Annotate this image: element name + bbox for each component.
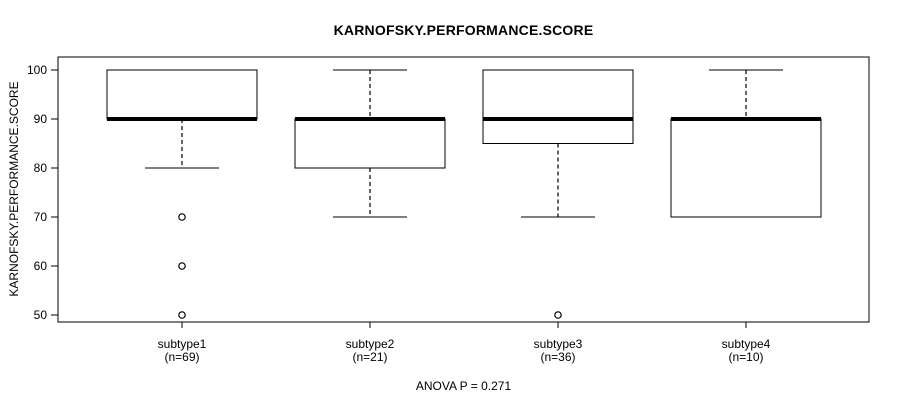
y-tick-label: 80 [34, 161, 48, 175]
chart-title: KARNOFSKY.PERFORMANCE.SCORE [333, 22, 594, 38]
x-category-sublabel: (n=36) [540, 350, 575, 364]
iqr-box [482, 69, 634, 145]
y-tick-label: 50 [34, 308, 48, 322]
x-category-label: subtype4 [722, 337, 771, 351]
iqr-box [106, 69, 258, 120]
y-tick-label: 60 [34, 259, 48, 273]
x-category-label: subtype2 [346, 337, 395, 351]
outlier-point [554, 311, 562, 319]
y-tick-label: 70 [34, 210, 48, 224]
x-category-sublabel: (n=21) [352, 350, 387, 364]
x-category-sublabel: (n=10) [728, 350, 763, 364]
x-category-label: subtype3 [534, 337, 583, 351]
iqr-box [670, 118, 822, 218]
x-category-sublabel: (n=69) [164, 350, 199, 364]
y-tick-label: 100 [27, 63, 47, 77]
outlier-point [178, 311, 186, 319]
y-tick-label: 90 [34, 112, 48, 126]
plot-border [57, 56, 870, 323]
x-category-label: subtype1 [158, 337, 207, 351]
anova-footnote: ANOVA P = 0.271 [415, 379, 512, 393]
outlier-point [178, 262, 186, 270]
outlier-point [178, 213, 186, 221]
iqr-box [294, 118, 446, 169]
